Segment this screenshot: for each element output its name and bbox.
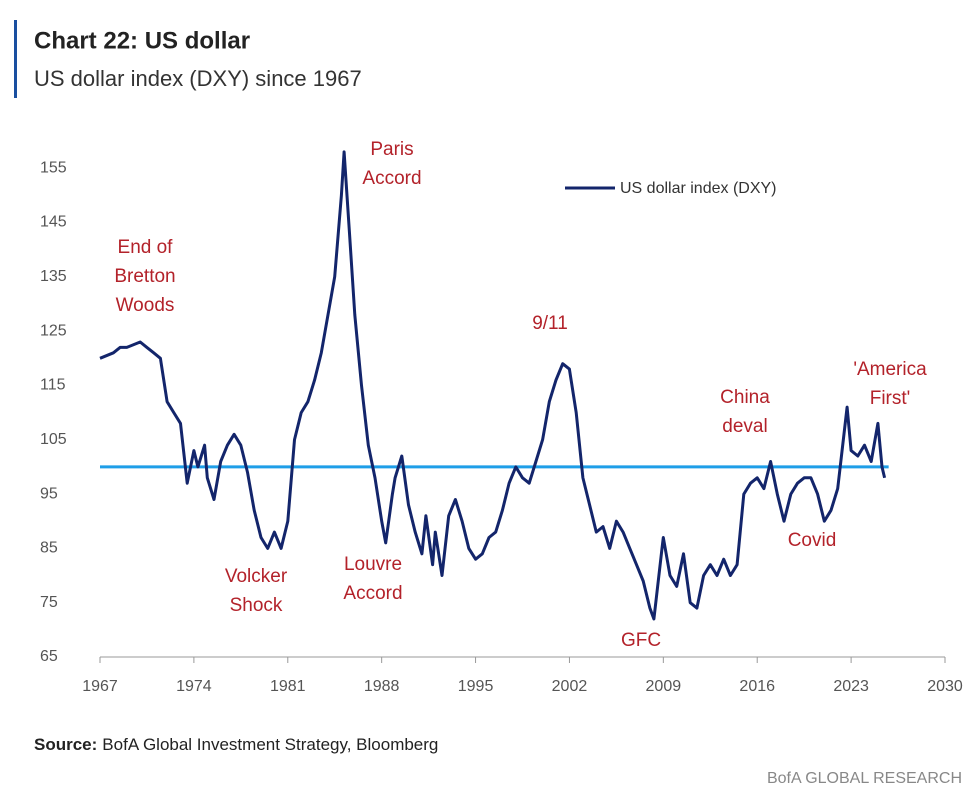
annotation: Woods xyxy=(116,295,175,316)
annotation: Covid xyxy=(788,530,837,551)
title-bar xyxy=(14,20,17,98)
annotation: deval xyxy=(722,416,767,437)
series-line xyxy=(99,150,887,621)
annotation: China xyxy=(720,387,770,408)
x-tick-label: 1981 xyxy=(270,678,306,695)
y-tick-label: 145 xyxy=(40,214,67,231)
x-tick-label: 2009 xyxy=(646,678,682,695)
chart-title: Chart 22: US dollar xyxy=(34,27,250,54)
y-tick-label: 75 xyxy=(40,594,58,611)
x-tick-label: 1967 xyxy=(82,678,118,695)
annotation: Louvre xyxy=(344,554,402,575)
y-tick-label: 65 xyxy=(40,648,58,665)
annotation: End of xyxy=(118,237,174,258)
x-tick-label: 2002 xyxy=(552,678,588,695)
footer: BofA GLOBAL RESEARCH xyxy=(767,770,962,787)
annotation: Paris xyxy=(370,139,413,160)
x-tick-label: 1974 xyxy=(176,678,212,695)
source: Source: BofA Global Investment Strategy, … xyxy=(34,735,438,754)
annotation: 9/11 xyxy=(532,313,568,334)
x-tick-label: 2016 xyxy=(739,678,775,695)
y-tick-label: 155 xyxy=(40,159,67,176)
annotation: Volcker xyxy=(225,566,288,587)
x-tick-label: 2030 xyxy=(927,678,963,695)
x-tick-label: 1988 xyxy=(364,678,400,695)
legend-label: US dollar index (DXY) xyxy=(620,180,777,197)
x-tick-label: 1995 xyxy=(458,678,494,695)
annotation: Shock xyxy=(230,595,283,616)
annotation: Accord xyxy=(343,583,402,604)
y-tick-label: 125 xyxy=(40,322,67,339)
annotation: First' xyxy=(870,388,911,409)
y-tick-label: 135 xyxy=(40,268,67,285)
chart-subtitle: US dollar index (DXY) since 1967 xyxy=(34,66,362,91)
y-tick-label: 85 xyxy=(40,540,58,557)
annotation: Bretton xyxy=(114,266,175,287)
source-text: BofA Global Investment Strategy, Bloombe… xyxy=(102,735,438,754)
y-tick-label: 115 xyxy=(40,377,66,394)
source-label: Source: xyxy=(34,735,97,754)
x-tick-label: 2023 xyxy=(833,678,869,695)
y-tick-label: 105 xyxy=(40,431,67,448)
annotation: 'America xyxy=(853,359,927,380)
y-tick-label: 95 xyxy=(40,485,58,502)
annotation: Accord xyxy=(362,168,421,189)
annotation: GFC xyxy=(621,630,661,651)
